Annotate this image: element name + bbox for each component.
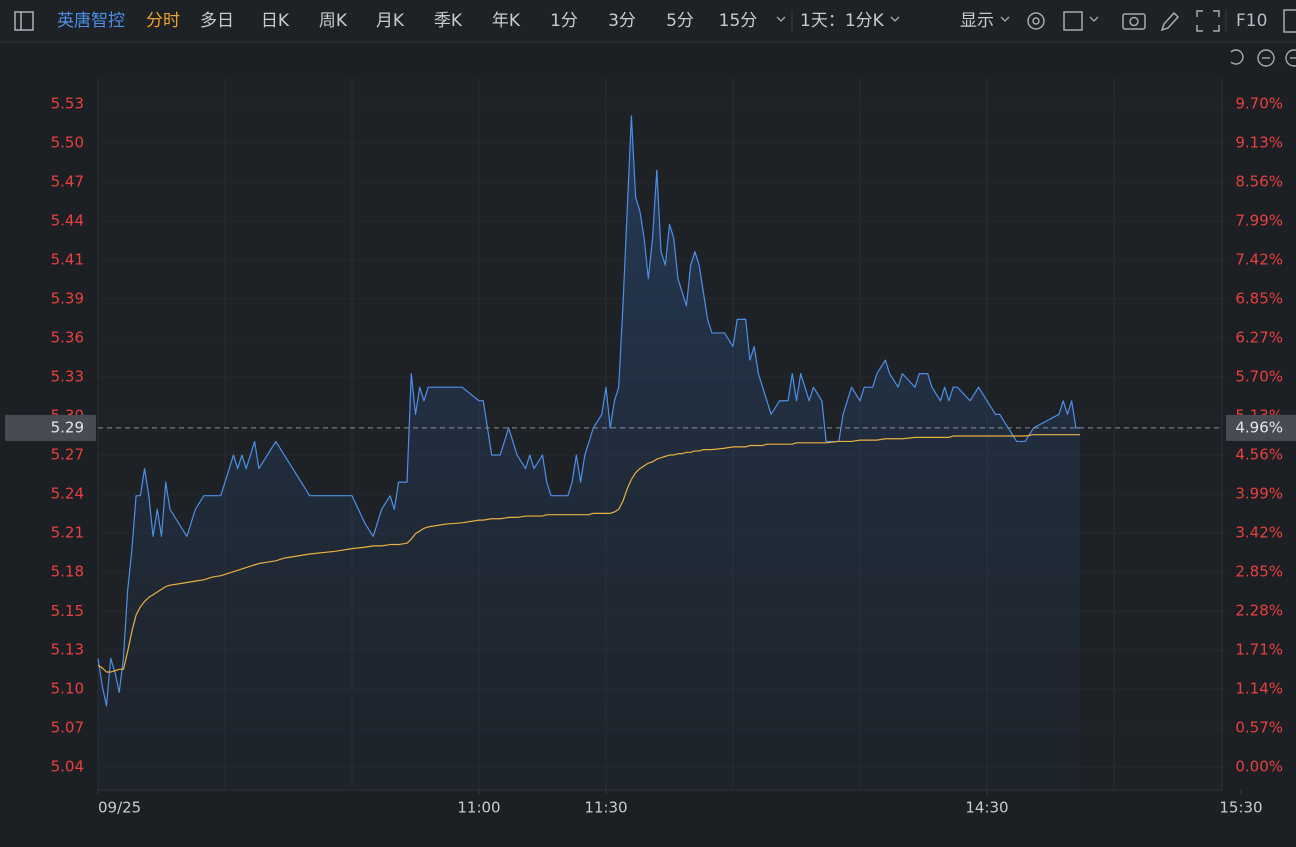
- price-area: [98, 115, 1081, 791]
- panel-edge: [1283, 9, 1296, 33]
- y-tick-label: 5.47: [51, 173, 84, 191]
- y2-tick-label: 7.42%: [1235, 251, 1283, 269]
- chevron[interactable]: [1000, 16, 1010, 22]
- period-tab[interactable]: 15分: [719, 11, 758, 31]
- period-select[interactable]: 1天：1分K: [800, 11, 885, 31]
- y-tick-label: 5.18: [51, 563, 84, 581]
- y2-tick-label: 6.27%: [1235, 329, 1283, 347]
- period-tab[interactable]: 日K: [261, 11, 290, 31]
- x-tick-label: 11:00: [457, 799, 500, 817]
- y2-tick-label: 0.57%: [1235, 719, 1283, 737]
- y-tick-label: 5.10: [51, 679, 84, 697]
- sidebar-icon[interactable]: [14, 11, 34, 31]
- y2-tick-label: 8.56%: [1235, 173, 1283, 191]
- y-tick-label: 5.41: [51, 251, 84, 269]
- y2-tick-label: 4.56%: [1235, 446, 1283, 464]
- fullscreen-icon[interactable]: [1196, 10, 1220, 32]
- y-tick-label: 5.39: [51, 289, 84, 307]
- last-price-label: 5.29: [51, 418, 84, 436]
- x-tick-label: 15:30: [1219, 799, 1262, 817]
- y2-tick-label: 1.71%: [1235, 641, 1283, 659]
- period-tab[interactable]: 年K: [492, 11, 521, 31]
- y-tick-label: 5.21: [51, 524, 84, 542]
- y-tick-label: 5.33: [51, 368, 84, 386]
- y2-tick-label: 9.70%: [1235, 94, 1283, 112]
- y2-tick-label: 3.42%: [1235, 524, 1283, 542]
- last-change-label: 4.96%: [1235, 418, 1283, 436]
- y-tick-label: 5.13: [51, 641, 84, 659]
- camera-lens: [1129, 16, 1139, 27]
- y2-tick-label: 9.13%: [1235, 134, 1283, 152]
- chevron[interactable]: [1089, 16, 1099, 22]
- y2-tick-label: 0.00%: [1235, 758, 1283, 776]
- x-tick-label: 11:30: [584, 799, 627, 817]
- last-change-box: [1226, 414, 1296, 441]
- period-tab[interactable]: 多日: [200, 11, 234, 31]
- period-tab[interactable]: 1分: [550, 11, 578, 31]
- y-tick-label: 5.15: [51, 602, 84, 620]
- settings-icon[interactable]: [1027, 12, 1045, 30]
- y2-tick-label: 1.14%: [1235, 680, 1283, 698]
- y2-tick-label: 2.85%: [1235, 563, 1283, 581]
- y-tick-label: 5.27: [51, 446, 84, 464]
- price-line: [97, 115, 1081, 707]
- period-tab[interactable]: 月K: [376, 11, 405, 31]
- period-tab[interactable]: 季K: [434, 11, 463, 31]
- stock-name[interactable]: 英唐智控: [57, 10, 125, 31]
- y-tick-label: 5.53: [51, 95, 84, 113]
- y2-tick-label: 5.70%: [1235, 368, 1283, 386]
- settings-icon-core: [1032, 17, 1040, 25]
- y2-tick-label: 7.99%: [1235, 211, 1283, 229]
- toolbar: [0, 0, 1296, 42]
- average-line: [97, 434, 1081, 673]
- camera-icon[interactable]: [1122, 13, 1146, 30]
- f10-button[interactable]: F10: [1236, 11, 1267, 31]
- y-tick-label: 5.24: [51, 485, 84, 503]
- display-menu[interactable]: 显示: [960, 11, 994, 31]
- y-tick-label: 5.36: [51, 329, 84, 347]
- x-tick-label: 09/25: [98, 799, 141, 817]
- y-tick-label: 5.04: [51, 757, 84, 775]
- y2-tick-label: 2.28%: [1235, 601, 1283, 619]
- checkbox-icon[interactable]: [1063, 11, 1083, 31]
- pencil-icon[interactable]: [1160, 11, 1180, 32]
- last-price-box: [5, 414, 96, 441]
- period-tab[interactable]: 5分: [666, 11, 694, 31]
- period-tab[interactable]: 周K: [319, 11, 348, 31]
- y-tick-label: 5.44: [51, 212, 84, 230]
- zoom-out-icon[interactable]: [1257, 49, 1275, 67]
- chevron[interactable]: [776, 16, 786, 22]
- tabs: 分时 多日 日K 周K 月K 季K 年K 1分 3分 5分 15分: [146, 11, 757, 31]
- chevron[interactable]: [890, 16, 900, 22]
- x-tick-label: 14:30: [965, 799, 1008, 817]
- y-tick-label: 5.07: [51, 719, 84, 737]
- y2-tick-label: 3.99%: [1235, 485, 1283, 503]
- reset-icon[interactable]: [1230, 49, 1244, 65]
- plot: [97, 115, 1222, 791]
- zoom-in-icon[interactable]: [1285, 49, 1296, 67]
- y-tick-label: 5.50: [51, 134, 84, 152]
- y2-tick-label: 6.85%: [1235, 289, 1283, 307]
- period-tab[interactable]: 分时: [146, 11, 180, 31]
- period-tab[interactable]: 3分: [608, 11, 636, 31]
- axes: 5.045.075.105.135.155.185.215.245.275.30…: [5, 94, 1296, 817]
